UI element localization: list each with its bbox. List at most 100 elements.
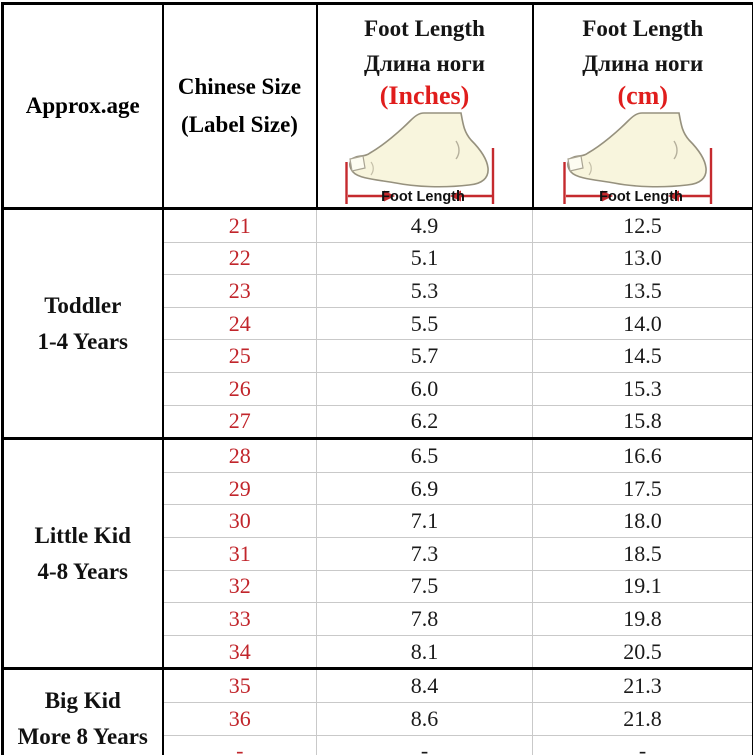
ankle-crease — [454, 140, 460, 160]
size-cell: - — [162, 734, 317, 755]
cm-cell: 14.5 — [532, 339, 753, 373]
size-cell: 34 — [162, 634, 317, 669]
size-cell: 30 — [162, 504, 317, 538]
cm-cell: 17.5 — [532, 471, 753, 505]
table-row: 36 8.6 21.8 — [3, 701, 753, 735]
age-group-line2: 1-4 Years — [37, 328, 128, 354]
size-cell: 32 — [162, 569, 317, 603]
cm-cell: 12.5 — [532, 207, 753, 243]
cm-cell: 15.8 — [532, 404, 753, 439]
table-row: Big Kid More 8 Years 35 8.4 21.3 — [2, 667, 753, 755]
cm-cell: 20.5 — [532, 634, 753, 669]
cm-cell: - — [532, 734, 753, 755]
inches-cell: 6.2 — [316, 404, 533, 439]
foot-diagram-inches: Foot Length — [344, 110, 506, 207]
table-header: Approx.age Chinese Size (Label Size) Foo… — [1, 2, 753, 210]
ankle-crease — [673, 140, 678, 160]
table-row: 22 5.1 13.0 — [3, 241, 753, 275]
size-cell: 26 — [162, 371, 317, 406]
inches-cell: 7.1 — [316, 504, 533, 538]
inches-unit-label: (Inches) — [379, 81, 470, 110]
toe-nail — [567, 155, 584, 172]
inches-cell: 7.5 — [316, 569, 533, 603]
table-row: 26 6.0 15.3 — [3, 371, 753, 406]
cm-header-line1: Foot Length — [582, 16, 704, 41]
table-row: 31 7.3 18.5 — [3, 536, 753, 571]
table-row: Little Kid 4-8 Years 28 6.5 16.6 — [2, 437, 753, 669]
inches-cell: 7.3 — [316, 536, 533, 571]
table-row: 29 6.9 17.5 — [3, 471, 753, 505]
toe-nail — [348, 155, 366, 172]
age-header-label: Approx.age — [25, 93, 140, 118]
header-row: Approx.age Chinese Size (Label Size) Foo… — [1, 2, 753, 210]
arrow-left-head — [601, 190, 613, 202]
foot-outline — [566, 112, 707, 188]
age-group-line2: More 8 Years — [17, 723, 148, 749]
size-cell: 31 — [162, 536, 317, 571]
table-row: 27 6.2 15.8 — [3, 404, 753, 439]
inches-column-header: Foot Length Длина ноги (Inches) — [315, 2, 534, 210]
table-row: - - - — [3, 734, 753, 755]
size-cell: 25 — [162, 339, 317, 373]
cm-cell: 19.8 — [532, 602, 753, 636]
size-cell: 33 — [162, 602, 317, 636]
inches-cell: 6.0 — [316, 371, 533, 406]
age-group-little-kid: Little Kid 4-8 Years — [2, 437, 164, 669]
cm-column-header: Foot Length Длина ноги (cm) — [531, 2, 753, 210]
cm-cell: 13.5 — [532, 274, 753, 308]
inches-cell: 6.9 — [316, 471, 533, 505]
size-cell: 29 — [162, 471, 317, 505]
foot-icon: Foot Length — [344, 112, 494, 205]
arrow-right-head — [449, 190, 461, 202]
age-group-big-kid: Big Kid More 8 Years — [2, 667, 164, 755]
arrow-left-head — [383, 190, 395, 202]
foot-outline — [348, 112, 489, 188]
cm-cell: 14.0 — [532, 306, 753, 340]
table-row: Toddler 1-4 Years 21 4.9 12.5 — [2, 206, 753, 439]
inches-cell: 5.1 — [316, 241, 533, 275]
cm-cell: 13.0 — [532, 241, 753, 275]
inches-cell: 8.1 — [316, 634, 533, 669]
age-group-toddler: Toddler 1-4 Years — [2, 206, 164, 439]
inches-cell: 7.8 — [316, 602, 533, 636]
cm-unit-label: (cm) — [617, 81, 668, 110]
inches-cell: 5.3 — [316, 274, 533, 308]
size-cell: 28 — [162, 437, 317, 473]
table-row: 24 5.5 14.0 — [3, 306, 753, 340]
inches-cell: 5.7 — [316, 339, 533, 373]
arrow-right-head — [667, 190, 679, 202]
inches-cell: 5.5 — [316, 306, 533, 340]
cm-header-line2: Длина ноги — [582, 51, 704, 76]
table-row: 34 8.1 20.5 — [3, 634, 753, 669]
table-row: 25 5.7 14.5 — [3, 339, 753, 373]
inches-cell: - — [316, 734, 533, 755]
size-cell: 24 — [162, 306, 317, 340]
table-row: 23 5.3 13.5 — [3, 274, 753, 308]
chinese-size-label-line2: (Label Size) — [181, 112, 298, 137]
inches-cell: 4.9 — [316, 207, 533, 243]
size-cell: 27 — [162, 404, 317, 439]
toe-crease — [370, 161, 374, 176]
table-row: 32 7.5 19.1 — [3, 569, 753, 603]
cm-cell: 21.3 — [532, 667, 753, 703]
foot-length-caption: Foot Length — [599, 189, 683, 205]
inches-header-line1: Foot Length — [364, 16, 485, 41]
foot-length-caption: Foot Length — [381, 189, 465, 205]
chinese-size-label-line1: Chinese Size — [177, 74, 302, 99]
size-cell: 35 — [162, 667, 317, 703]
foot-icon: Foot Length — [563, 112, 712, 205]
cm-cell: 15.3 — [532, 371, 753, 406]
age-group-line1: Little Kid — [34, 522, 131, 548]
inches-header-line2: Длина ноги — [364, 51, 485, 76]
table-body: Toddler 1-4 Years 21 4.9 12.5 22 5.1 13.… — [2, 206, 753, 755]
size-cell: 22 — [162, 241, 317, 275]
size-cell: 23 — [162, 274, 317, 308]
table-row: 30 7.1 18.0 — [3, 504, 753, 538]
inches-cell: 6.5 — [316, 437, 533, 473]
age-group-line2: 4-8 Years — [37, 558, 128, 584]
foot-diagram-cm: Foot Length — [562, 110, 724, 207]
inches-cell: 8.4 — [316, 667, 533, 703]
cm-cell: 16.6 — [532, 437, 753, 473]
